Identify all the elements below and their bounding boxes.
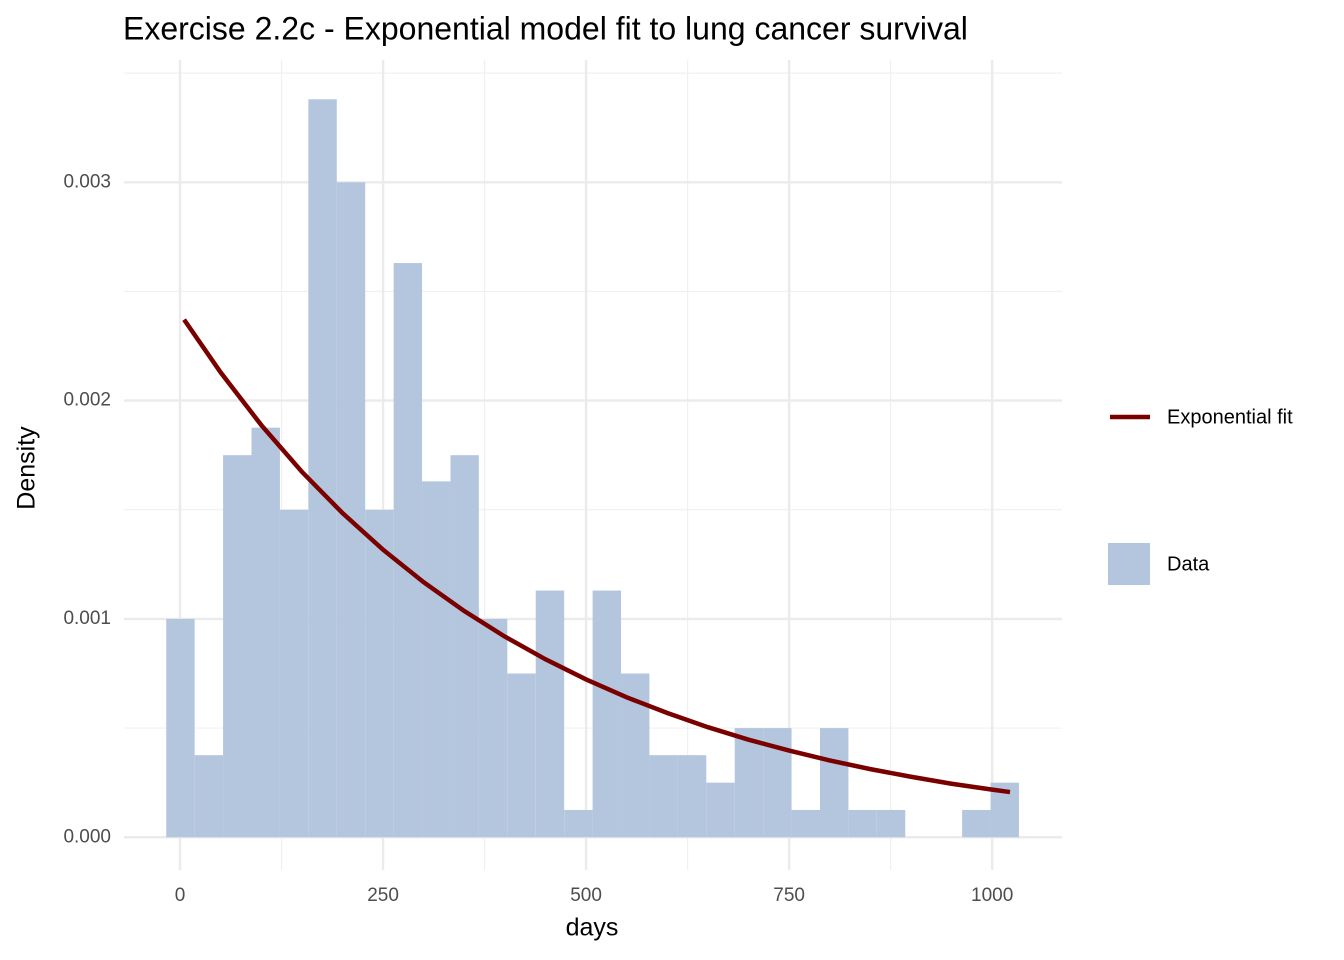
y-tick-label: 0.002 [63, 390, 111, 411]
histogram-bar [734, 728, 764, 838]
histogram-bar [592, 590, 622, 838]
histogram-bar [848, 809, 877, 838]
chart-title: Exercise 2.2c - Exponential model fit to… [123, 10, 968, 46]
histogram-bar [478, 618, 508, 838]
legend-label: Exponential fit [1167, 406, 1293, 428]
histogram-bar [194, 755, 224, 838]
histogram-bar [450, 455, 479, 838]
fit-line [182, 318, 1011, 795]
histogram-bar [422, 481, 451, 838]
legend-label: Data [1167, 553, 1210, 575]
histogram-bar [223, 455, 252, 838]
x-tick-label: 750 [773, 885, 805, 906]
histogram-bar [308, 99, 337, 838]
histogram-bar [251, 427, 280, 838]
histogram-bar [507, 673, 536, 838]
x-axis-title: days [566, 914, 619, 942]
legend-swatch [1108, 543, 1150, 585]
y-tick-label: 0.003 [63, 171, 111, 192]
histogram-bar [791, 809, 820, 838]
histogram-bar [535, 590, 565, 838]
histogram-bar [166, 618, 195, 838]
x-tick-label: 1000 [971, 885, 1013, 906]
y-axis-title: Density [13, 426, 41, 510]
histogram-bar [819, 728, 849, 838]
histogram-bar [564, 809, 593, 838]
x-tick-label: 0 [175, 885, 186, 906]
histogram-bar [365, 509, 394, 838]
histogram-bar [706, 782, 735, 838]
x-tick-label: 500 [570, 885, 602, 906]
x-tick-label: 250 [367, 885, 399, 906]
histogram-bar [279, 509, 309, 838]
histogram-bar [962, 809, 991, 838]
y-tick-label: 0.000 [63, 826, 111, 847]
histogram-bar [876, 809, 906, 838]
histogram-bar [649, 755, 678, 838]
histogram-bar [677, 755, 707, 838]
y-tick-label: 0.001 [63, 608, 111, 629]
histogram-bar [393, 263, 423, 838]
